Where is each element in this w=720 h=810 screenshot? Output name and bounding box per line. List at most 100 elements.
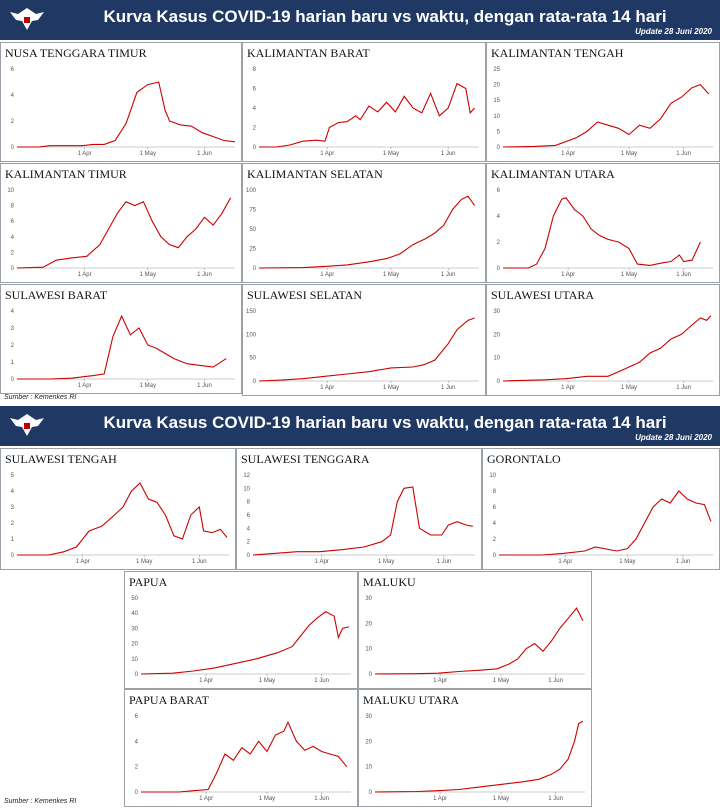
source-note: Sumber : Kemenkes RI: [4, 394, 77, 401]
x-tick-label: 1 Apr: [561, 272, 575, 278]
y-tick-label: 10: [131, 657, 138, 663]
top-banner: Kurva Kasus COVID-19 harian baru vs wakt…: [0, 0, 720, 40]
y-tick-label: 0: [135, 672, 139, 678]
y-tick-label: 20: [493, 83, 500, 89]
x-tick-label: 1 May: [383, 151, 399, 157]
chart-panel: MALUKU 0 10 20 30 1 Apr 1 May 1 Jun: [358, 571, 592, 689]
y-tick-label: 12: [243, 473, 250, 479]
x-tick-label: 1 May: [621, 385, 637, 391]
x-tick-label: 1 May: [378, 559, 394, 565]
series-line: [374, 607, 584, 675]
y-tick-label: 4: [253, 106, 257, 112]
y-tick-label: 30: [365, 714, 372, 720]
y-tick-label: 2: [135, 765, 139, 771]
y-tick-label: 25: [493, 67, 500, 73]
x-tick-label: 1 May: [621, 151, 637, 157]
chart-title: PAPUA BARAT: [129, 693, 209, 707]
series-line: [502, 315, 712, 382]
x-tick-label: 1 May: [259, 678, 275, 684]
y-tick-label: 4: [497, 214, 501, 220]
x-tick-label: 1 Apr: [78, 151, 92, 157]
y-tick-label: 0: [497, 145, 501, 151]
y-tick-label: 2: [497, 240, 501, 246]
chart-title: MALUKU UTARA: [363, 693, 460, 707]
chart-svg: 0 2 4 6 8 1 Apr 1 May 1 Jun: [253, 67, 479, 157]
x-tick-label: 1 May: [621, 272, 637, 278]
x-tick-label: 1 Jun: [314, 678, 329, 684]
x-tick-label: 1 Apr: [320, 272, 334, 278]
series-line: [17, 314, 227, 380]
chart-svg: 0 2 4 6 1 Apr 1 May 1 Jun: [11, 67, 236, 157]
chart-svg: 0 1 2 3 4 5 1 Apr 1 May 1 Jun: [11, 473, 229, 565]
chart-svg: 0 50 100 150 1 Apr 1 May 1 Jun: [246, 309, 479, 391]
x-tick-label: 1 May: [140, 272, 156, 278]
chart-title: KALIMANTAN UTARA: [491, 167, 615, 181]
x-tick-label: 1 May: [493, 678, 509, 684]
x-tick-label: 1 May: [140, 151, 156, 157]
y-tick-label: 2: [253, 126, 257, 132]
chart-svg: 0 10 20 30 40 50 1 Apr 1 May 1 Jun: [131, 596, 351, 684]
x-tick-label: 1 Apr: [561, 151, 575, 157]
y-tick-label: 4: [135, 739, 139, 745]
y-tick-label: 2: [11, 119, 15, 125]
y-tick-label: 20: [493, 332, 500, 338]
source-note: Sumber : Kemenkes RI: [4, 798, 77, 805]
y-tick-label: 2: [493, 537, 497, 543]
chart-panel: SULAWESI TENGAH 0 1 2 3 4 5 1 Apr 1 May 1 Jun: [0, 448, 236, 570]
y-tick-label: 100: [246, 332, 257, 338]
y-tick-label: 0: [11, 145, 15, 151]
series-line: [17, 482, 228, 556]
y-tick-label: 30: [365, 596, 372, 602]
y-tick-label: 0: [253, 379, 257, 385]
y-tick-label: 20: [131, 642, 138, 648]
y-tick-label: 5: [497, 129, 501, 135]
y-tick-label: 0: [497, 379, 501, 385]
x-tick-label: 1 May: [140, 383, 156, 389]
y-tick-label: 0: [253, 145, 257, 151]
y-tick-label: 6: [11, 219, 15, 225]
chart-title: NUSA TENGGARA TIMUR: [5, 46, 147, 60]
chart-svg: 0 5 10 15 20 25 1 Apr 1 May 1 Jun: [493, 67, 713, 157]
x-tick-label: 1 Apr: [320, 151, 334, 157]
chart-svg: 0 2 4 6 1 Apr 1 May 1 Jun: [497, 188, 713, 278]
series-line: [252, 486, 473, 556]
y-tick-label: 6: [11, 67, 15, 73]
x-tick-label: 1 Apr: [433, 796, 447, 802]
y-tick-label: 0: [11, 553, 15, 559]
chart-panel: SULAWESI UTARA 0 10 20 30 1 Apr 1 May 1 Jun: [486, 284, 720, 396]
y-tick-label: 10: [243, 486, 250, 492]
x-tick-label: 1 Apr: [199, 796, 213, 802]
y-tick-label: 50: [249, 356, 256, 362]
chart-title: SULAWESI SELATAN: [247, 288, 363, 302]
y-tick-label: 1: [11, 537, 15, 543]
y-tick-label: 20: [365, 621, 372, 627]
bottom-banner: Kurva Kasus COVID-19 harian baru vs wakt…: [0, 406, 720, 446]
y-tick-label: 15: [493, 98, 500, 104]
x-tick-label: 1 Apr: [433, 678, 447, 684]
y-tick-label: 30: [131, 626, 138, 632]
y-tick-label: 5: [11, 473, 15, 479]
x-tick-label: 1 Jun: [192, 559, 207, 565]
chart-panel: SULAWESI SELATAN 0 50 100 150 1 Apr 1 May 1 Jun: [242, 284, 486, 396]
x-tick-label: 1 Jun: [441, 272, 456, 278]
y-tick-label: 6: [135, 714, 139, 720]
y-tick-label: 8: [493, 489, 497, 495]
x-tick-label: 1 Jun: [548, 678, 563, 684]
y-tick-label: 4: [493, 521, 497, 527]
y-tick-label: 2: [247, 540, 251, 546]
chart-title: KALIMANTAN BARAT: [247, 46, 370, 60]
chart-svg: 0 10 20 30 1 Apr 1 May 1 Jun: [365, 596, 585, 684]
y-tick-label: 150: [246, 309, 257, 315]
y-tick-label: 0: [247, 553, 251, 559]
x-tick-label: 1 May: [493, 796, 509, 802]
y-tick-label: 30: [493, 309, 500, 315]
y-tick-label: 4: [11, 235, 15, 241]
series-line: [17, 81, 236, 148]
banner-title: Kurva Kasus COVID-19 harian baru vs wakt…: [103, 7, 667, 26]
x-tick-label: 1 Jun: [197, 383, 212, 389]
chart-svg: 0 1 2 3 4 1 Apr 1 May 1 Jun: [11, 309, 235, 389]
series-line: [503, 197, 701, 269]
x-tick-label: 1 Apr: [76, 559, 90, 565]
y-tick-label: 50: [249, 227, 256, 233]
x-tick-label: 1 Apr: [320, 385, 334, 391]
